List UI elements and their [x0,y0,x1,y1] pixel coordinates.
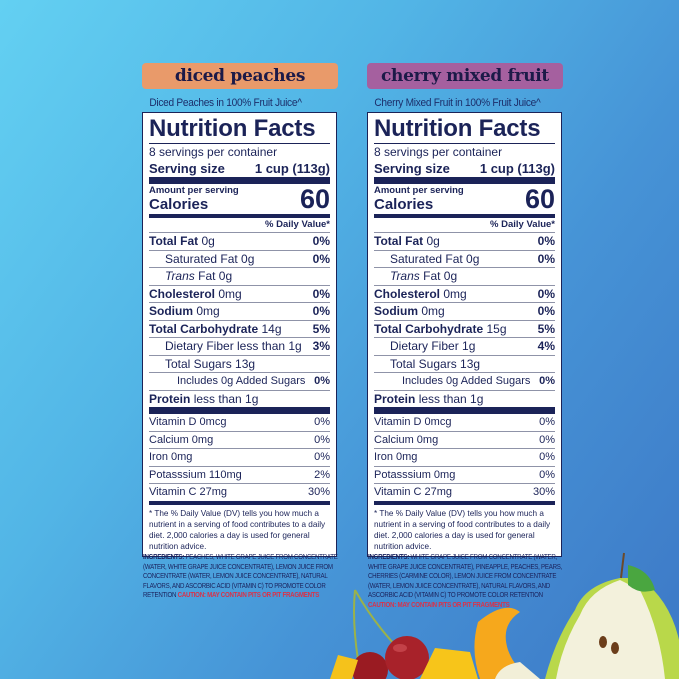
nutrient-row-trans-fat: Trans Fat 0g [165,269,233,283]
nutrient-row-added-sugars: Includes 0g Added Sugars 0% [177,375,330,387]
nutrient-row-total-fat: Total Fat 0g 0% [374,234,555,248]
calories-label: Calories [374,196,434,213]
serving-size-value: 1 cup (113g) [254,161,330,176]
serving-size-label: Serving size [149,161,225,176]
vitamin-row: Calcium 0mg 0% [374,433,555,446]
nutrient-row-sodium: Sodium 0mg 0% [149,304,330,318]
nutrient-row-protein: Protein less than 1g [374,391,484,406]
vitamin-row: Vitamin C 27mg 30% [149,486,330,498]
nutrient-row-total-fat: Total Fat 0g 0% [149,234,330,248]
serving-size-row: Serving size 1 cup (113g) [374,160,555,177]
nutrient-row-saturated-fat: Saturated Fat 0g 0% [165,251,330,266]
leaf-icon [628,565,655,592]
nutrient-row-dietary-fiber: Dietary Fiber 1g 4% [390,339,555,353]
ingredients-cherry-mixed-fruit: INGREDIENTS: WHITE GRAPE JUICE FROM CONC… [368,554,563,609]
vitamins-section: Vitamin D 0mcg 0% Calcium 0mg 0% Iron 0mg 0… [374,414,555,501]
caution-warning: CAUTION: MAY CONTAIN PITS OR PIT FRAGMEN… [368,601,510,609]
nutrient-row-saturated-fat: Saturated Fat 0g 0% [390,251,555,266]
daily-value-footnote: * The % Daily Value (DV) tells you how m… [149,508,326,551]
vitamin-row: Vitamin C 27mg 30% [374,486,555,498]
nutrient-row-sodium: Sodium 0mg 0% [374,304,555,318]
daily-value-header: % Daily Value* [265,219,330,230]
nutrition-facts-title: Nutrition Facts [149,115,316,142]
pineapple-chunk-icon [420,648,478,679]
vitamin-row: Potasssium 0mg 0% [374,468,555,481]
product-cherry-mixed-fruit: cherry mixed fruit Cherry Mixed Fruit in… [367,63,563,557]
pineapple-chunk-icon [330,655,358,679]
nutrient-row-trans-fat: Trans Fat 0g [390,269,458,283]
nutrient-row-total-sugars: Total Sugars 13g [390,356,481,371]
vitamin-row: Iron 0mg 0% [149,451,330,463]
nutrient-row-dietary-fiber: Dietary Fiber less than 1g 3% [165,339,330,353]
serving-size-label: Serving size [374,161,450,176]
product-diced-peaches: diced peaches Diced Peaches in 100% Frui… [142,63,338,557]
amount-per-serving: Amount per serving [374,185,464,196]
daily-value-footnote: * The % Daily Value (DV) tells you how m… [374,508,551,551]
calories-label: Calories [149,196,209,213]
nutrient-row-total-carbohydrate: Total Carbohydrate 14g 5% [149,321,330,336]
nutrient-row-total-carbohydrate: Total Carbohydrate 15g 5% [374,321,555,336]
product-label-bar: diced peaches [142,63,338,89]
nutrient-row-cholesterol: Cholesterol 0mg 0% [374,286,555,301]
nutrient-row-added-sugars: Includes 0g Added Sugars 0% [402,375,555,387]
vitamin-row: Vitamin D 0mcg 0% [149,416,330,428]
serving-size-row: Serving size 1 cup (113g) [149,160,330,177]
calories-value: 60 [524,184,555,214]
cherry-icon [352,652,388,679]
serving-size-value: 1 cup (113g) [479,161,555,176]
calories-block: Amount per serving Calories 60 [374,184,555,214]
vitamin-row: Iron 0mg 0% [374,451,555,463]
product-label-bar: cherry mixed fruit [367,63,563,89]
product-subtitle: Diced Peaches in 100% Fruit Juice^ [149,97,302,109]
nutrient-row-protein: Protein less than 1g [149,391,259,406]
vitamins-section: Vitamin D 0mcg 0% Calcium 0mg 0% Iron 0mg 0… [149,414,330,501]
servings-per-container: 8 servings per container [149,145,278,159]
amount-per-serving: Amount per serving [149,185,239,196]
vitamin-row: Potasssium 110mg 2% [149,468,330,481]
peach-slice-icon [474,607,535,679]
calories-block: Amount per serving Calories 60 [149,184,330,214]
calories-value: 60 [299,184,330,214]
product-subtitle: Cherry Mixed Fruit in 100% Fruit Juice^ [374,97,541,109]
nutrition-facts-title: Nutrition Facts [374,115,541,142]
vitamin-row: Vitamin D 0mcg 0% [374,416,555,428]
nutrition-facts-panel: Nutrition Facts 8 servings per container… [142,112,337,557]
daily-value-header: % Daily Value* [490,219,555,230]
servings-per-container: 8 servings per container [374,145,503,159]
nutrient-row-total-sugars: Total Sugars 13g [165,356,256,371]
cherry-icon [385,636,429,679]
nutrient-row-cholesterol: Cholesterol 0mg 0% [149,286,330,301]
caution-warning: CAUTION: MAY CONTAIN PITS OR PIT FRAGMEN… [177,592,320,599]
ingredients-diced-peaches: INGREDIENTS: PEACHES, WHITE GRAPE JUICE … [143,554,338,599]
vitamin-row: Calcium 0mg 0% [149,433,330,446]
nutrition-facts-panel: Nutrition Facts 8 servings per container… [367,112,562,557]
